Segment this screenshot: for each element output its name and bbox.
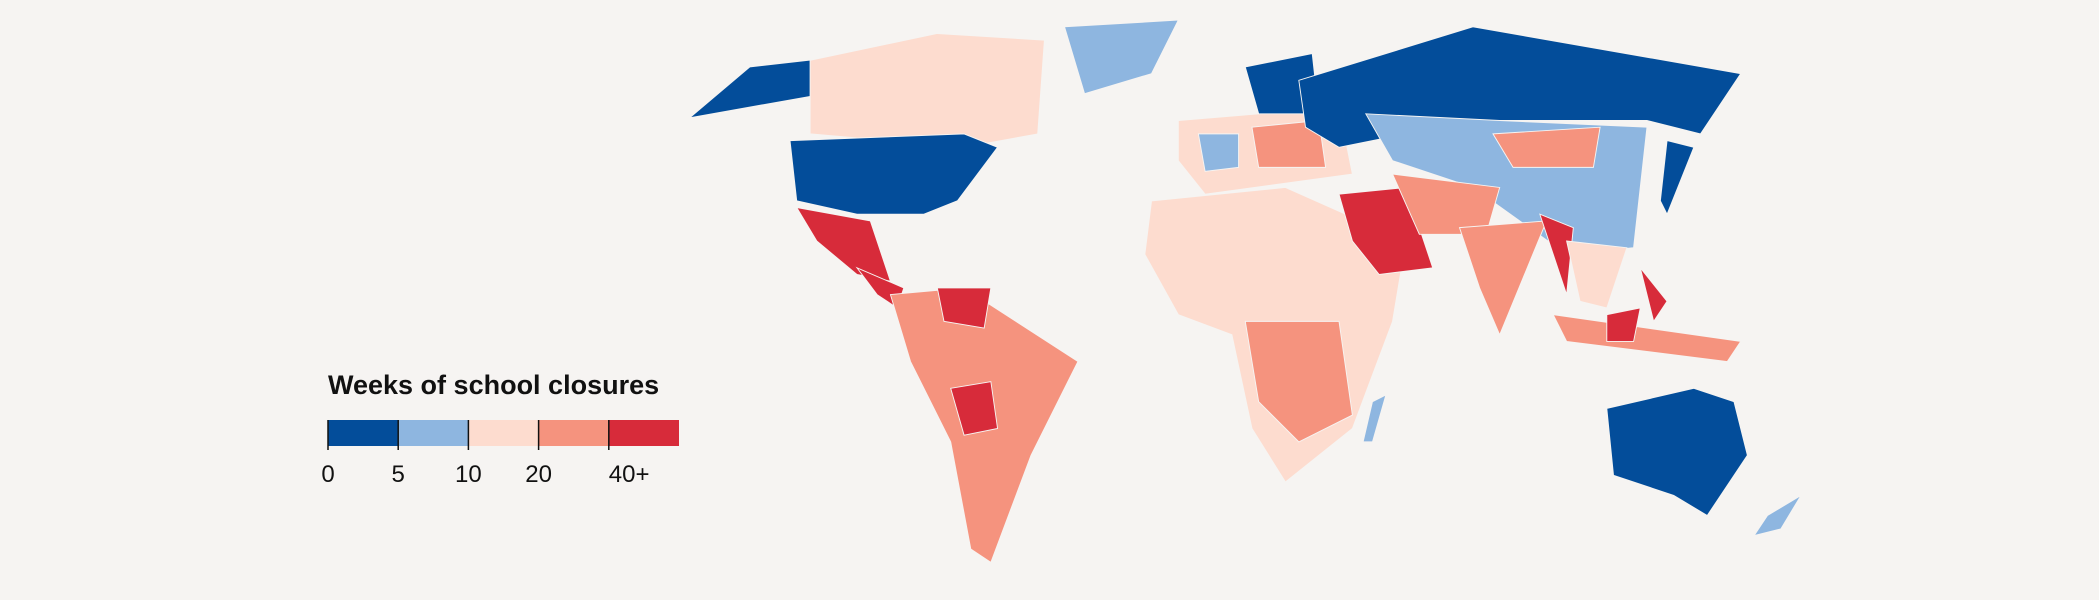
region: [1492, 126, 1601, 168]
region: [1244, 320, 1353, 443]
legend-swatch: [398, 420, 469, 446]
region: [1606, 307, 1641, 342]
legend-swatch: [468, 420, 539, 446]
legend-tick-label: 10: [455, 461, 482, 488]
region: [1552, 314, 1742, 363]
region: [1251, 119, 1327, 168]
legend-tick-label: 0: [321, 461, 334, 488]
legend-tick-label: 40+: [609, 461, 650, 488]
region: [809, 33, 1045, 148]
region: [1639, 267, 1668, 323]
legend-tick-label: 20: [525, 461, 552, 488]
legend-tick-label: 5: [392, 461, 405, 488]
legend-swatch: [608, 420, 679, 446]
legend-swatch: [538, 420, 609, 446]
region: [1539, 213, 1574, 295]
region: [1063, 19, 1180, 95]
region: [1362, 394, 1387, 443]
region: [1566, 240, 1628, 309]
legend-title: Weeks of school closures: [328, 370, 659, 400]
legend-swatch: [328, 420, 399, 446]
region: [1197, 133, 1240, 172]
region: [950, 381, 999, 436]
region: [1753, 495, 1802, 537]
region: [1659, 140, 1695, 216]
world-map: [687, 19, 1802, 564]
region: [795, 206, 892, 282]
legend: 0 5 10 20 40+: [321, 420, 679, 488]
region: [1458, 220, 1548, 336]
region: [789, 133, 999, 215]
region: [936, 287, 992, 329]
region: [1606, 387, 1748, 517]
